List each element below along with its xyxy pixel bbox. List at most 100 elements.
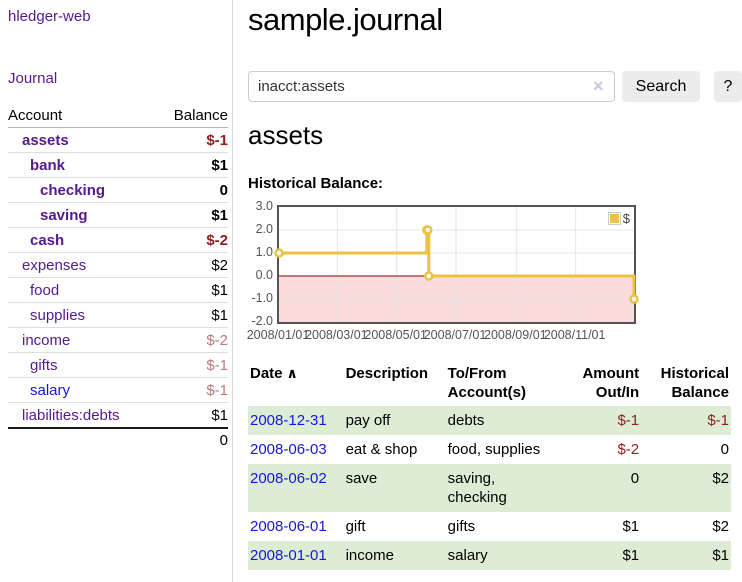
sort-by-date-header[interactable]: Date ∧ — [248, 360, 344, 406]
y-tick-label: 3.0 — [255, 199, 273, 213]
account-column-header: Account — [8, 107, 63, 124]
balance-column-header: Balance — [173, 107, 228, 124]
amount-header: Amount Out/In — [582, 365, 640, 401]
account-link-cash[interactable]: cash — [30, 232, 65, 249]
account-balance: $1 — [211, 307, 228, 324]
account-balance: $-1 — [206, 382, 228, 399]
account-balance: $1 — [211, 407, 228, 424]
account-balance: $-2 — [206, 332, 228, 349]
transaction-balance: $2 — [712, 470, 729, 487]
transaction-description: gift — [345, 518, 366, 535]
transaction-date-link[interactable]: 2008-06-01 — [250, 518, 327, 535]
transaction-description: save — [345, 470, 378, 487]
accounts-total-value: 0 — [219, 432, 228, 449]
account-balance: $2 — [211, 257, 228, 274]
account-row: assets $-1 — [8, 128, 228, 153]
account-balance: $-2 — [206, 232, 228, 249]
transaction-date-link[interactable]: 2008-06-02 — [250, 470, 327, 487]
account-row: cash $-2 — [8, 228, 228, 253]
y-tick-label: 2.0 — [255, 222, 273, 236]
transaction-date-link[interactable]: 2008-06-03 — [250, 441, 327, 458]
transaction-accounts: gifts — [447, 518, 476, 535]
help-button[interactable]: ? — [714, 71, 742, 102]
x-tick-label: 2008/05/01 — [364, 328, 427, 342]
x-tick-label: 2008/03/01 — [305, 328, 368, 342]
transaction-description: income — [345, 547, 394, 564]
legend-color-swatch — [607, 212, 621, 225]
transaction-accounts: saving, checking — [447, 470, 507, 506]
chart-plot[interactable]: $ — [274, 205, 639, 324]
x-tick-label: 2008/07/01 — [423, 328, 487, 342]
account-link-checking[interactable]: checking — [40, 182, 106, 199]
register-header-row: Date ∧ Description To/From Account(s) Amo… — [248, 360, 731, 406]
transaction-balance: $-1 — [707, 412, 729, 429]
account-balance: $1 — [211, 282, 228, 299]
x-tick-label: 2008/11/01 — [543, 328, 606, 342]
account-link-expenses[interactable]: expenses — [22, 257, 87, 274]
account-row: gifts $-1 — [8, 353, 228, 378]
transaction-amount: $-1 — [617, 412, 640, 429]
sidebar-item-journal[interactable]: Journal — [8, 70, 58, 87]
account-link-gifts[interactable]: gifts — [30, 357, 58, 374]
app-brand-link[interactable]: hledger-web — [8, 8, 91, 25]
accounts-header: To/From Account(s) — [447, 365, 526, 401]
search-button[interactable]: Search — [622, 71, 700, 102]
search-input[interactable] — [248, 71, 615, 102]
account-link-liabilities-debts[interactable]: liabilities:debts — [22, 407, 120, 424]
account-link-food[interactable]: food — [30, 282, 60, 299]
register-row: 2008-06-01 gift gifts $1 $2 — [248, 512, 731, 541]
account-row: liabilities:debts $1 — [8, 403, 228, 427]
account-link-income[interactable]: income — [22, 332, 71, 349]
transaction-date-link[interactable]: 2008-12-31 — [250, 412, 327, 429]
account-balance: $1 — [211, 157, 228, 174]
account-row: checking 0 — [8, 178, 228, 203]
sort-asc-icon: ∧ — [286, 365, 298, 381]
chart-title: Historical Balance: — [248, 175, 384, 192]
historical-balance-chart: 3.0 2.0 1.0 0.0 -1.0 -2.0 $ 2008/01/01 2008/03… — [246, 199, 742, 348]
page-title: sample.journal — [248, 2, 443, 37]
search-form: × Search ? — [248, 71, 742, 102]
transaction-amount: 0 — [630, 470, 640, 487]
register-row: 2008-12-31 pay off debts $-1 $-1 — [248, 406, 731, 435]
transaction-accounts: debts — [447, 412, 485, 429]
balance-header: Historical Balance — [660, 365, 729, 401]
clear-search-icon[interactable]: × — [593, 76, 604, 96]
account-row: expenses $2 — [8, 253, 228, 278]
description-header: Description — [345, 365, 429, 382]
transaction-description: eat & shop — [345, 441, 418, 458]
register-row: 2008-01-01 income salary $1 $1 — [248, 541, 731, 570]
account-row: supplies $1 — [8, 303, 228, 328]
transaction-accounts: salary — [447, 547, 488, 564]
x-tick-label: 2008/01/01 — [246, 328, 310, 342]
transaction-amount: $-2 — [617, 441, 640, 458]
account-link-salary[interactable]: salary — [30, 382, 71, 399]
chart-legend: $ — [605, 210, 632, 227]
transaction-amount: $1 — [622, 518, 640, 535]
account-table-header: Account Balance — [8, 103, 228, 128]
transaction-amount: $1 — [622, 547, 640, 564]
chart-canvas[interactable] — [274, 207, 639, 322]
account-row: saving $1 — [8, 203, 228, 228]
register-row: 2008-06-03 eat & shop food, supplies $-2… — [248, 435, 731, 464]
register-table: Date ∧ Description To/From Account(s) Amo… — [248, 360, 731, 570]
account-row: income $-2 — [8, 328, 228, 353]
y-tick-label: -2.0 — [251, 314, 273, 328]
account-balance: $-1 — [206, 357, 228, 374]
register-row: 2008-06-02 save saving, checking 0 $2 — [248, 464, 731, 512]
account-balance: 0 — [219, 182, 228, 199]
account-row: bank $1 — [8, 153, 228, 178]
account-balance: $1 — [211, 207, 228, 224]
date-header-label: Date — [250, 365, 283, 382]
account-balance: $-1 — [206, 132, 228, 149]
account-link-assets[interactable]: assets — [22, 132, 69, 149]
transaction-description: pay off — [345, 412, 391, 429]
accounts-total-row: 0 — [8, 427, 228, 452]
legend-label: $ — [622, 211, 630, 226]
transaction-balance: 0 — [720, 441, 729, 458]
account-link-saving[interactable]: saving — [40, 207, 88, 224]
account-link-bank[interactable]: bank — [30, 157, 66, 174]
account-balance-table: Account Balance assets $-1 bank $1 check… — [8, 103, 228, 452]
account-link-supplies[interactable]: supplies — [30, 307, 86, 324]
transaction-date-link[interactable]: 2008-01-01 — [250, 547, 327, 564]
transaction-balance: $1 — [712, 547, 729, 564]
